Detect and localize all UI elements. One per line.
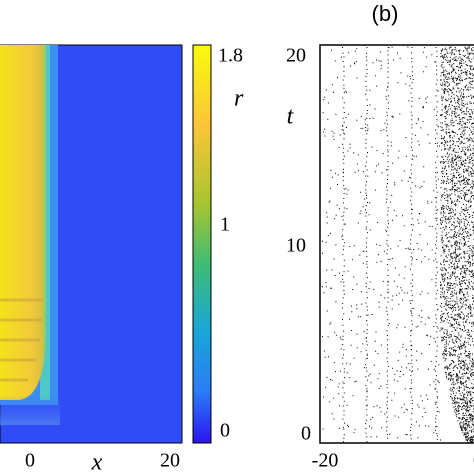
colorbar-tick-label: 0 xyxy=(220,420,230,442)
x-axis-label: x xyxy=(91,450,103,474)
x-tick-label: -20 xyxy=(312,450,339,472)
colorbar-label: r xyxy=(234,86,244,112)
panel-label: (b) xyxy=(372,1,399,26)
plot-frame xyxy=(319,44,474,444)
colorbar xyxy=(192,44,212,444)
particles xyxy=(322,46,474,443)
colorbar-tick-label: 1 xyxy=(220,214,230,236)
x-tick-label: 0 xyxy=(25,450,35,472)
heatmap xyxy=(0,44,183,444)
colorbar-tick-label: 1.8 xyxy=(218,45,243,67)
y-tick-label: 0 xyxy=(301,423,311,445)
y-tick-label: 20 xyxy=(286,45,306,67)
y-tick-label: 10 xyxy=(286,235,306,257)
particle-plot xyxy=(322,46,474,443)
x-tick-label: 20 xyxy=(160,450,180,472)
y-axis-label: t xyxy=(287,104,295,130)
